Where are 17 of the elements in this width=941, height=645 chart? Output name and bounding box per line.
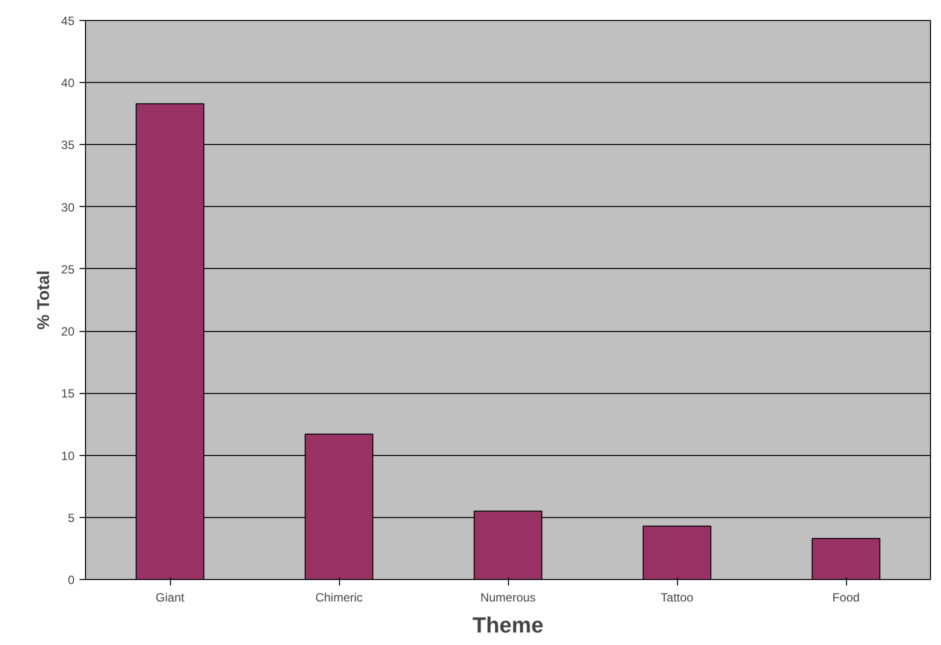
y-tick-label: 20 (61, 324, 75, 339)
y-tick-label: 30 (61, 200, 75, 214)
x-axis-title: Theme (472, 612, 544, 638)
x-tick-label: Tattoo (660, 590, 694, 604)
y-tick-label: 15 (61, 386, 75, 401)
x-tick-label: Numerous (480, 590, 536, 604)
x-tick-label: Food (832, 590, 860, 604)
y-tick-label: 25 (61, 262, 75, 276)
x-tick-label: Chimeric (315, 590, 363, 604)
x-tick-label: Giant (156, 590, 186, 604)
y-tick-label: 0 (68, 573, 75, 587)
y-tick-label: 10 (61, 448, 75, 463)
y-tick-label: 40 (61, 76, 75, 90)
y-tick-label: 45 (61, 14, 75, 28)
y-tick-label: 5 (68, 510, 75, 525)
y-axis-title: % Total (34, 270, 54, 330)
y-tick-label: 35 (61, 138, 75, 152)
